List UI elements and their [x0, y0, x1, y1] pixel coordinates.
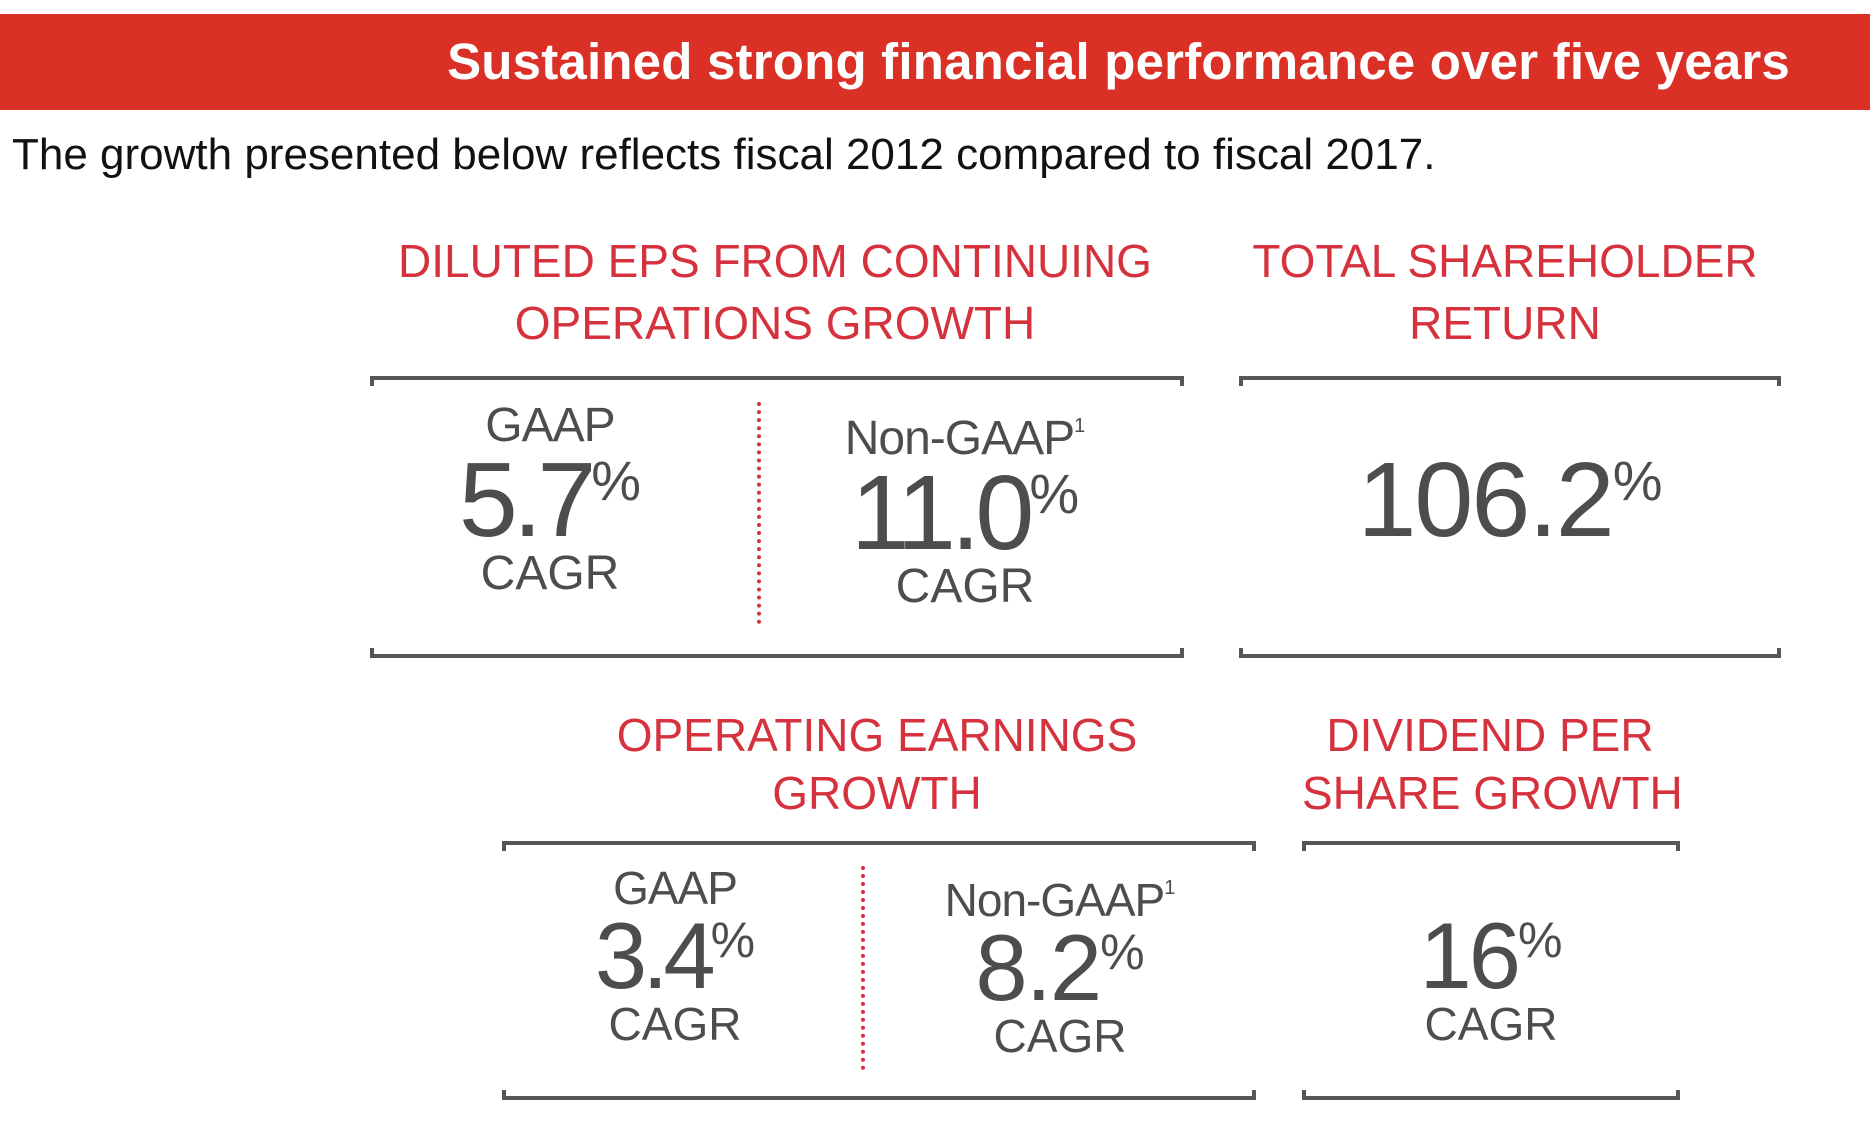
tsr-heading: TOTAL SHAREHOLDER RETURN: [1252, 235, 1758, 349]
diluted-eps-heading: DILUTED EPS FROM CONTINUING OPERATIONS G…: [398, 235, 1152, 349]
diluted-eps-non-gaap-value: 11.0%: [850, 454, 1080, 572]
tsr-value: 106.2%: [1357, 441, 1663, 559]
page-title: Sustained strong financial performance o…: [447, 33, 1790, 90]
operating-earnings-gaap: GAAP 3.4% CAGR: [540, 862, 810, 1050]
operating-earnings-gaap-value: 3.4%: [594, 903, 756, 1008]
operating-earnings-divider: [861, 866, 865, 1070]
intro-text: The growth presented below reflects fisc…: [12, 130, 1436, 179]
dividend-value: 16%: [1419, 903, 1563, 1008]
diluted-eps-non-gaap: Non-GAAP1 11.0% CAGR: [800, 400, 1130, 613]
operating-earnings-bottom-bracket: [502, 1090, 1256, 1100]
dividend-heading: DIVIDEND PER SHARE GROWTH: [1302, 709, 1683, 819]
operating-earnings-non-gaap: Non-GAAP1 8.2% CAGR: [910, 862, 1210, 1062]
dividend-bottom-bracket: [1302, 1090, 1680, 1100]
tsr-bottom-bracket: [1239, 648, 1781, 658]
dividend-top-bracket: [1302, 841, 1680, 851]
diluted-eps-gaap-value: 5.7%: [458, 441, 642, 559]
header-banner: Sustained strong financial performance o…: [0, 14, 1870, 110]
diluted-eps-bottom-bracket: [370, 648, 1184, 658]
operating-earnings-top-bracket: [502, 841, 1256, 851]
diluted-eps-top-bracket: [370, 376, 1184, 386]
diluted-eps-gaap: GAAP 5.7% CAGR: [400, 400, 700, 600]
diluted-eps-divider: [757, 402, 761, 624]
dividend-metric: 16% CAGR: [1302, 903, 1680, 1051]
tsr-top-bracket: [1239, 376, 1781, 386]
operating-earnings-non-gaap-value: 8.2%: [975, 915, 1145, 1020]
operating-earnings-heading: OPERATING EARNINGS GROWTH: [616, 709, 1138, 819]
tsr-metric: 106.2%: [1239, 441, 1781, 559]
